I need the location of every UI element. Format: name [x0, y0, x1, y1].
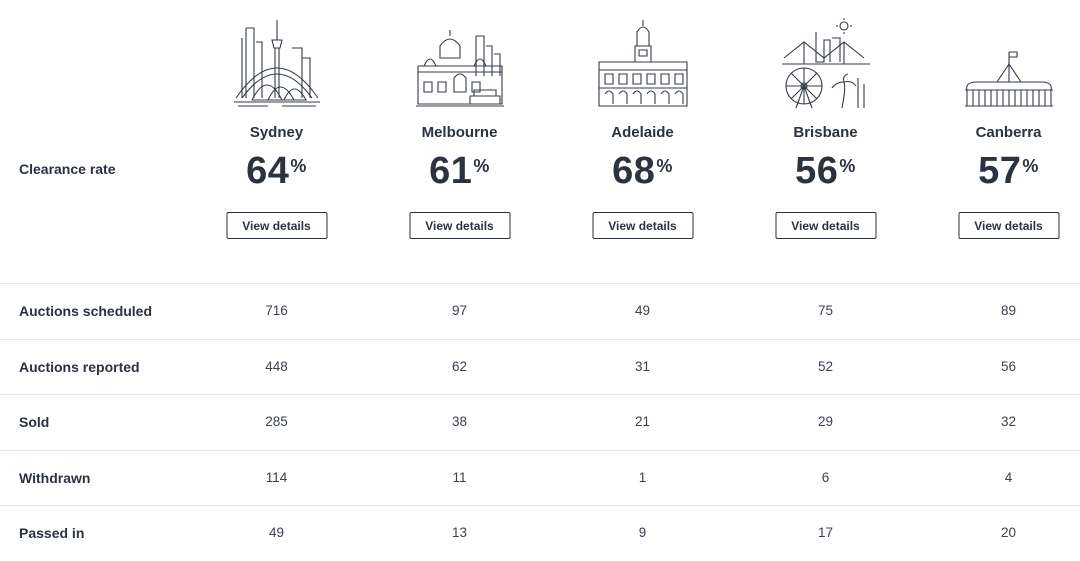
table-cell: 716: [265, 303, 288, 318]
row-label: Auctions scheduled: [19, 303, 153, 319]
table-cell: 20: [1000, 525, 1017, 540]
city-name: Canberra: [975, 124, 1042, 141]
table-cell: 448: [265, 358, 288, 374]
table-cell: 9: [638, 525, 647, 540]
brisbane-skyline-icon: [734, 14, 917, 110]
table-cell: 114: [265, 469, 288, 485]
row-label: Withdrawn: [19, 469, 91, 486]
clearance-rate-value: 57%: [978, 150, 1039, 192]
city-name: Melbourne: [421, 124, 498, 141]
table-cell: 62: [451, 358, 468, 374]
city-name: Brisbane: [793, 124, 858, 141]
view-details-button[interactable]: View details: [409, 212, 510, 239]
table-cell: 29: [817, 414, 834, 429]
table-cell: 97: [451, 303, 468, 318]
clearance-rate-value: 61%: [429, 150, 490, 192]
table-cell: 49: [268, 525, 285, 540]
table-cell: 31: [634, 358, 651, 374]
table-cell: 75: [817, 303, 834, 318]
view-details-button[interactable]: View details: [958, 212, 1059, 239]
sydney-skyline-icon: [185, 14, 368, 110]
auction-stats-table: Auctions scheduled 716 97 49 75 89 Aucti…: [0, 283, 1080, 561]
table-cell: 11: [452, 469, 467, 485]
table-row-passed-in: Passed in 49 13 9 17 20: [0, 505, 1080, 561]
table-cell: 6: [821, 469, 830, 485]
clearance-rate-label: Clearance rate: [19, 161, 116, 177]
city-name: Adelaide: [611, 124, 674, 141]
table-cell: 17: [817, 525, 834, 540]
row-label: Auctions reported: [19, 358, 140, 375]
table-cell: 285: [265, 414, 288, 429]
clearance-rate-value: 56%: [795, 150, 856, 192]
clearance-rate-value: 68%: [612, 150, 673, 192]
table-cell: 49: [634, 303, 651, 318]
adelaide-town-hall-icon: [551, 14, 734, 110]
table-cell: 56: [1000, 358, 1017, 374]
clearance-rate-value: 64%: [246, 150, 307, 192]
table-cell: 38: [451, 414, 468, 429]
table-cell: 32: [1000, 414, 1017, 429]
table-row-auctions-reported: Auctions reported 448 62 31 52 56: [0, 338, 1080, 395]
table-row-auctions-scheduled: Auctions scheduled 716 97 49 75 89: [0, 283, 1080, 339]
view-details-button[interactable]: View details: [226, 212, 327, 239]
table-row-sold: Sold 285 38 21 29 32: [0, 394, 1080, 450]
canberra-parliament-icon: [917, 14, 1080, 110]
table-cell: 1: [638, 469, 647, 485]
table-cell: 89: [1000, 303, 1017, 318]
city-name: Sydney: [249, 124, 304, 141]
table-row-withdrawn: Withdrawn 114 11 1 6 4: [0, 449, 1080, 506]
table-cell: 52: [817, 358, 834, 374]
row-label: Sold: [19, 414, 50, 430]
row-label: Passed in: [19, 525, 85, 541]
view-details-button[interactable]: View details: [775, 212, 876, 239]
table-cell: 13: [451, 525, 468, 540]
melbourne-skyline-icon: [368, 14, 551, 110]
table-cell: 21: [634, 414, 651, 429]
view-details-button[interactable]: View details: [592, 212, 693, 239]
table-cell: 4: [1004, 469, 1013, 485]
